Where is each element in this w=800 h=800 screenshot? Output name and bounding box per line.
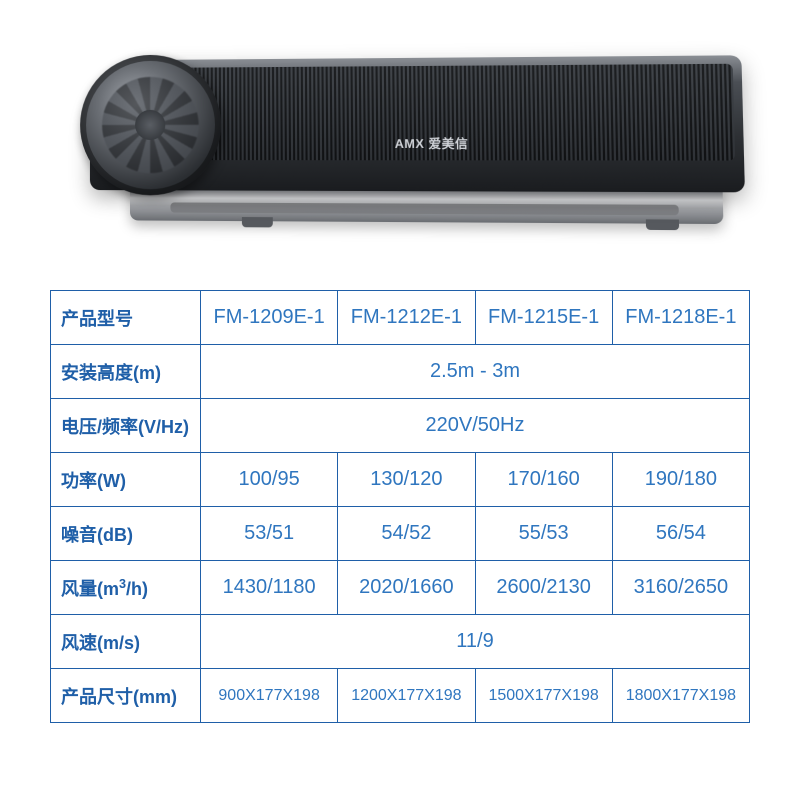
table-cell: 56/54 — [612, 507, 749, 561]
table-cell: 130/120 — [338, 453, 475, 507]
table-cell: 1500X177X198 — [475, 669, 612, 723]
table-cell: 3160/2650 — [612, 561, 749, 615]
product-image: AMX 爱美信 — [90, 60, 710, 240]
table-row: 电压/频率(V/Hz)220V/50Hz — [51, 399, 750, 453]
table-cell: 55/53 — [475, 507, 612, 561]
row-label: 产品型号 — [51, 291, 201, 345]
row-label: 噪音(dB) — [51, 507, 201, 561]
table-cell: 900X177X198 — [201, 669, 338, 723]
table-cell: 170/160 — [475, 453, 612, 507]
table-cell: 54/52 — [338, 507, 475, 561]
table-cell: 53/51 — [201, 507, 338, 561]
brand-label: AMX 爱美信 — [395, 135, 469, 153]
row-label: 风速(m/s) — [51, 615, 201, 669]
spec-table: 产品型号FM-1209E-1FM-1212E-1FM-1215E-1FM-121… — [50, 290, 750, 723]
table-row: 产品型号FM-1209E-1FM-1212E-1FM-1215E-1FM-121… — [51, 291, 750, 345]
table-cell: 2.5m - 3m — [201, 345, 750, 399]
table-cell: FM-1215E-1 — [475, 291, 612, 345]
table-cell: 100/95 — [201, 453, 338, 507]
table-row: 风速(m/s)11/9 — [51, 615, 750, 669]
row-label: 电压/频率(V/Hz) — [51, 399, 201, 453]
table-cell: 220V/50Hz — [201, 399, 750, 453]
table-cell: 1200X177X198 — [338, 669, 475, 723]
table-row: 噪音(dB)53/5154/5255/5356/54 — [51, 507, 750, 561]
table-cell: FM-1212E-1 — [338, 291, 475, 345]
row-label: 风量(m3/h) — [51, 561, 201, 615]
table-cell: 2600/2130 — [475, 561, 612, 615]
row-label: 功率(W) — [51, 453, 201, 507]
table-row: 风量(m3/h)1430/11802020/16602600/21303160/… — [51, 561, 750, 615]
table-cell: 11/9 — [201, 615, 750, 669]
row-label: 安装高度(m) — [51, 345, 201, 399]
fan-icon — [80, 54, 221, 195]
table-cell: FM-1218E-1 — [612, 291, 749, 345]
table-cell: FM-1209E-1 — [201, 291, 338, 345]
row-label: 产品尺寸(mm) — [51, 669, 201, 723]
table-cell: 1800X177X198 — [612, 669, 749, 723]
table-row: 安装高度(m)2.5m - 3m — [51, 345, 750, 399]
table-row: 产品尺寸(mm)900X177X1981200X177X1981500X177X… — [51, 669, 750, 723]
table-cell: 1430/1180 — [201, 561, 338, 615]
table-row: 功率(W)100/95130/120170/160190/180 — [51, 453, 750, 507]
table-cell: 2020/1660 — [338, 561, 475, 615]
table-cell: 190/180 — [612, 453, 749, 507]
